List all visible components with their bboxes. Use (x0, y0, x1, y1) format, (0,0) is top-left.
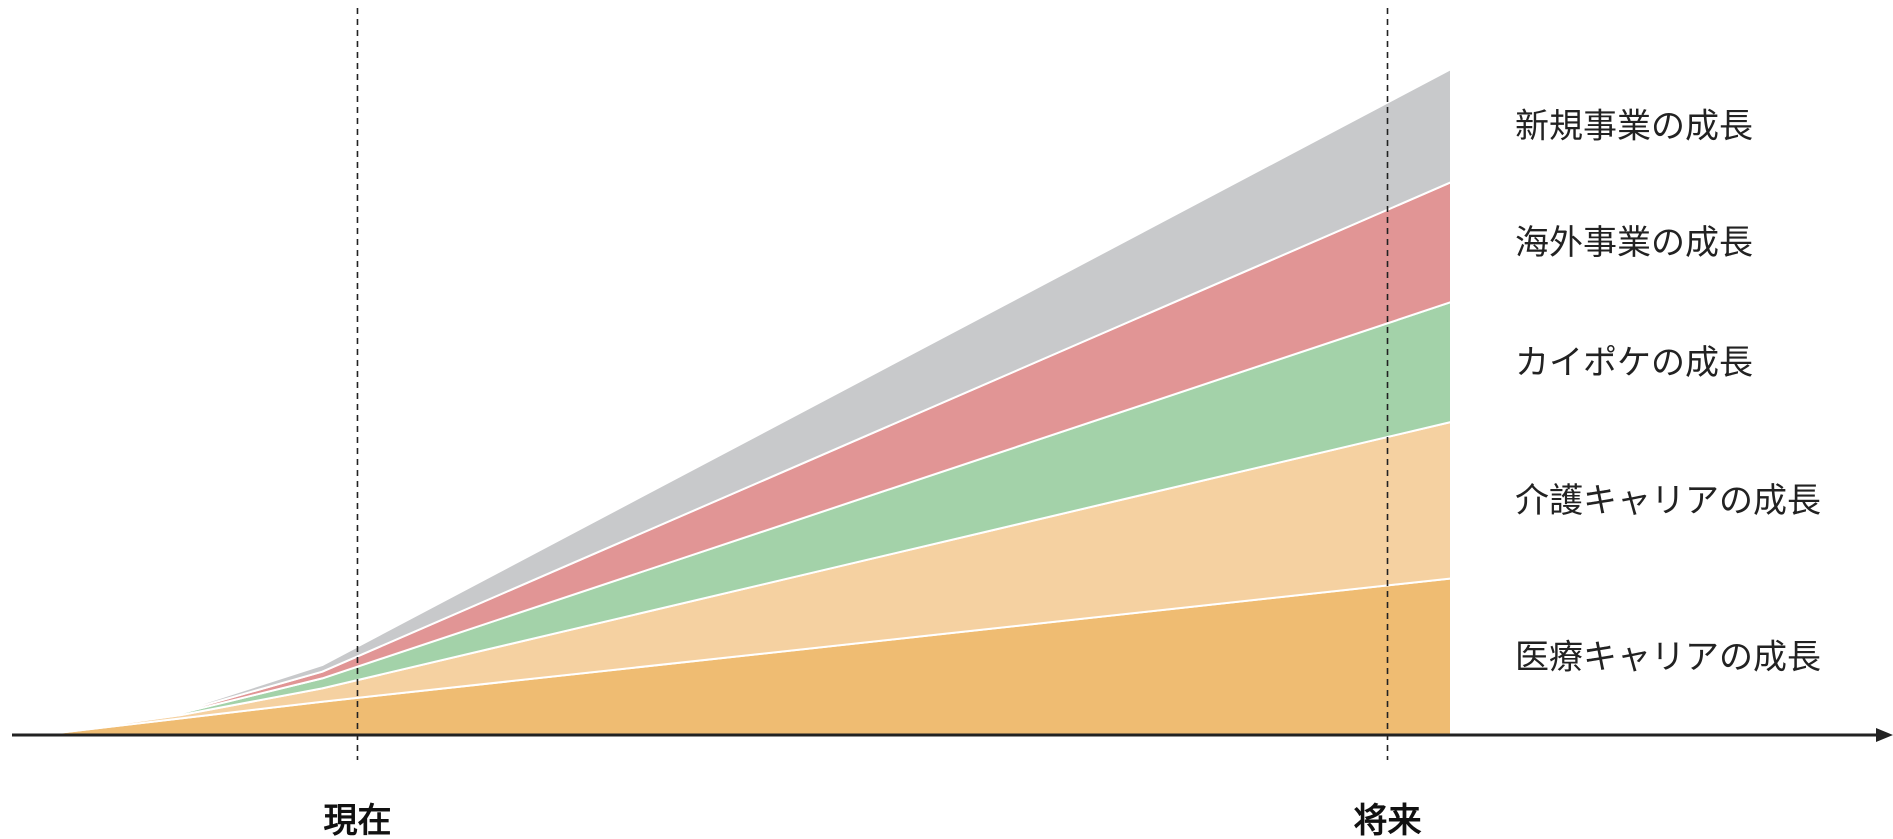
area-band-new-business (39, 68, 1452, 736)
marker-label-now: 現在 (323, 801, 391, 839)
series-label-care-career: 介護キャリアの成長 (1515, 481, 1821, 521)
area-bands (39, 68, 1452, 736)
series-label-new-business: 新規事業の成長 (1515, 107, 1753, 147)
time-markers: 現在 将来 (323, 8, 1422, 839)
x-axis (12, 728, 1893, 742)
series-label-kaipoke: カイポケの成長 (1515, 343, 1753, 383)
series-label-medical-career: 医療キャリアの成長 (1515, 638, 1821, 678)
series-label-overseas: 海外事業の成長 (1515, 223, 1753, 263)
marker-label-future: 将来 (1354, 801, 1422, 839)
x-axis-arrow-icon (1876, 728, 1893, 742)
